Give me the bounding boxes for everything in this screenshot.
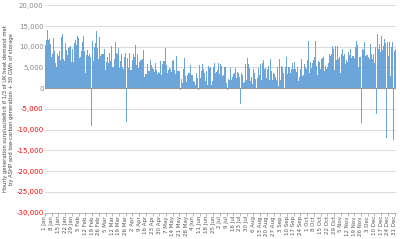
- Y-axis label: Hourly generation surplus/deficit if 1/3 of UK heat demand met
by ASHP and low-c: Hourly generation surplus/deficit if 1/3…: [3, 26, 14, 192]
